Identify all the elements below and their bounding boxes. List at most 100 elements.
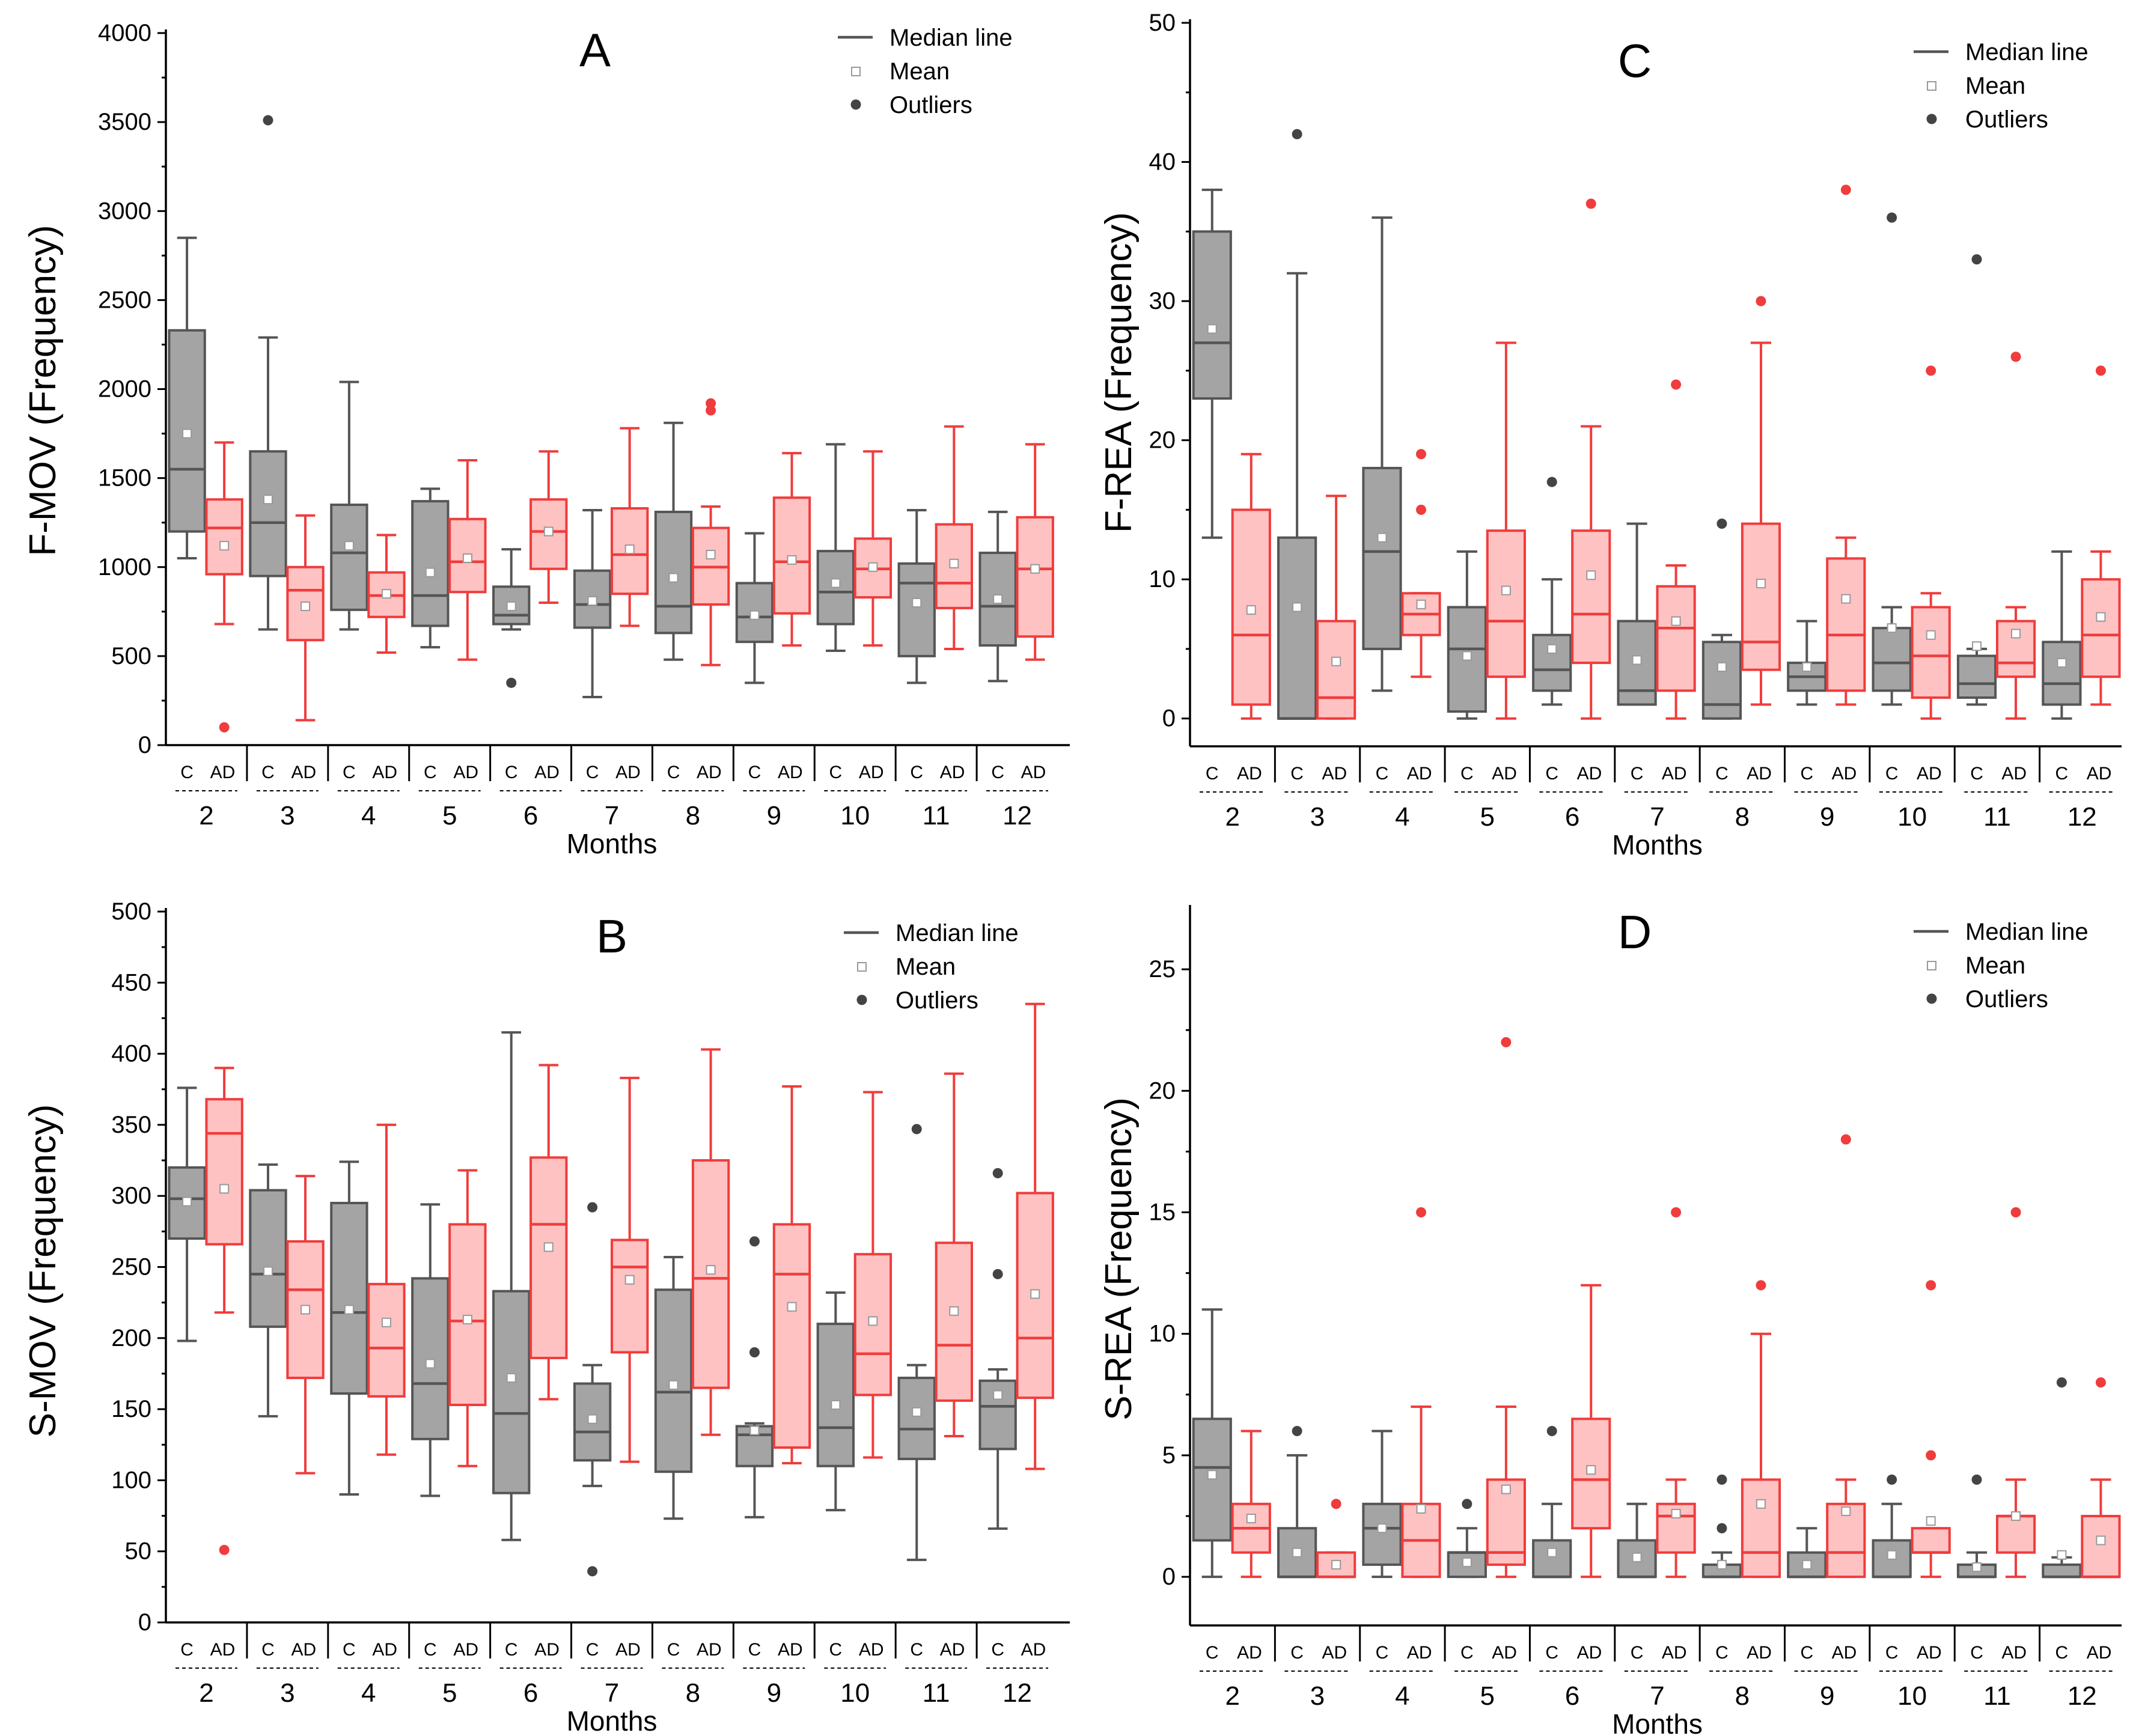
box-c — [735, 532, 774, 684]
group-label-ad: AD — [1237, 1643, 1262, 1663]
box-c — [2042, 1377, 2082, 1579]
outlier-point — [587, 1566, 598, 1577]
group-label-c: C — [261, 763, 275, 782]
group-label-ad: AD — [210, 1640, 236, 1660]
group-label-c: C — [586, 1640, 599, 1660]
mean-marker — [1632, 655, 1642, 665]
legend-outlier-swatch — [850, 99, 861, 110]
box-c — [1277, 1425, 1317, 1579]
mean-marker — [2096, 612, 2106, 622]
y-axis-label: S-MOV (Frequency) — [22, 1104, 64, 1438]
group-label-ad: AD — [1492, 1643, 1517, 1663]
mean-marker — [506, 601, 516, 611]
iqr-box — [1192, 1418, 1232, 1542]
mean-marker — [1416, 599, 1426, 609]
box-ad — [2081, 1377, 2121, 1579]
group-label-ad: AD — [1577, 764, 1602, 784]
mean-marker — [1972, 641, 1982, 651]
y-tick-label: 150 — [111, 1396, 151, 1422]
box-ad — [691, 398, 730, 666]
mean-marker — [1802, 1559, 1812, 1570]
month-label: 9 — [767, 1678, 781, 1708]
box-ad — [1016, 1002, 1054, 1470]
panel-a-f-mov-chart: 0 500 1000 1500 2000 2500 3000 3500 4000 F-MOV (F… — [22, 20, 1070, 859]
mean-marker — [301, 1305, 311, 1315]
mean-marker — [2011, 1511, 2021, 1521]
month-label: 3 — [1310, 1681, 1325, 1711]
box-c — [330, 1160, 368, 1496]
group-label-ad: AD — [1322, 764, 1347, 784]
group-label-c: C — [667, 763, 680, 782]
mean-marker — [219, 1184, 230, 1194]
group-label-ad: AD — [2001, 1643, 2027, 1663]
month-label: 5 — [442, 801, 457, 830]
iqr-box — [249, 1189, 287, 1328]
month-label: 7 — [1650, 1681, 1664, 1711]
box-ad — [1231, 1430, 1271, 1579]
box-ad — [367, 534, 406, 654]
panel-label: C — [1618, 34, 1652, 87]
group-label-c: C — [1206, 1643, 1219, 1663]
box-c — [492, 1031, 531, 1541]
box-ad — [1571, 1284, 1611, 1579]
mean-marker — [912, 598, 922, 608]
y-tick-label: 50 — [1149, 10, 1176, 36]
group-label-ad: AD — [697, 763, 722, 782]
y-tick-label: 100 — [111, 1467, 151, 1493]
outlier-point — [1292, 129, 1302, 139]
iqr-box — [1192, 230, 1232, 400]
month-label: 4 — [361, 1678, 376, 1708]
mean-marker — [263, 1266, 273, 1276]
box-c — [573, 1202, 612, 1577]
mean-marker — [831, 1400, 841, 1410]
mean-marker — [868, 1316, 878, 1326]
iqr-box — [2042, 641, 2082, 706]
month-label: 4 — [361, 801, 376, 830]
outlier-point — [911, 1124, 922, 1134]
outlier-point — [1546, 477, 1557, 487]
mean-marker — [1030, 1289, 1040, 1299]
month-label: 8 — [1735, 802, 1750, 832]
mean-marker — [2057, 658, 2067, 668]
outlier-point — [1971, 1474, 1982, 1485]
group-label-c: C — [1800, 764, 1813, 784]
iqr-box — [492, 1290, 531, 1494]
box-c — [735, 1236, 774, 1518]
box-c — [1532, 1425, 1572, 1579]
month-label: 9 — [1820, 802, 1834, 832]
mean-marker — [182, 428, 192, 439]
legend-median-label: Median line — [896, 920, 1019, 946]
group-label-c: C — [1631, 764, 1644, 784]
box-ad — [1571, 198, 1611, 720]
box-ad — [772, 1085, 811, 1465]
month-label: 10 — [840, 1678, 870, 1708]
outlier-point — [2095, 365, 2106, 376]
iqr-box — [1741, 522, 1781, 671]
legend-outlier-swatch — [856, 994, 867, 1005]
legend-outlier-swatch — [1926, 993, 1937, 1004]
mean-marker — [219, 541, 230, 551]
box-ad — [1486, 341, 1526, 720]
mean-marker — [1030, 564, 1040, 574]
group-label-c: C — [1290, 1643, 1304, 1663]
y-tick-label: 50 — [125, 1538, 152, 1565]
box-c — [1362, 1430, 1402, 1579]
box-c — [168, 1086, 206, 1342]
iqr-box — [1486, 529, 1526, 678]
outlier-point — [749, 1236, 760, 1247]
group-label-c: C — [1460, 1643, 1474, 1663]
outlier-point — [1462, 1499, 1472, 1509]
box-c — [897, 508, 936, 684]
box-c — [330, 380, 368, 631]
box-c — [654, 421, 693, 661]
box-c — [816, 443, 855, 652]
panel-label: A — [579, 23, 611, 76]
box-c — [2042, 550, 2082, 720]
iqr-box — [1362, 466, 1402, 650]
mean-marker — [787, 555, 797, 565]
group-label-ad: AD — [2087, 764, 2112, 784]
y-axis-label: S-REA (Frequency) — [1098, 1097, 1140, 1421]
iqr-box — [1532, 633, 1572, 692]
